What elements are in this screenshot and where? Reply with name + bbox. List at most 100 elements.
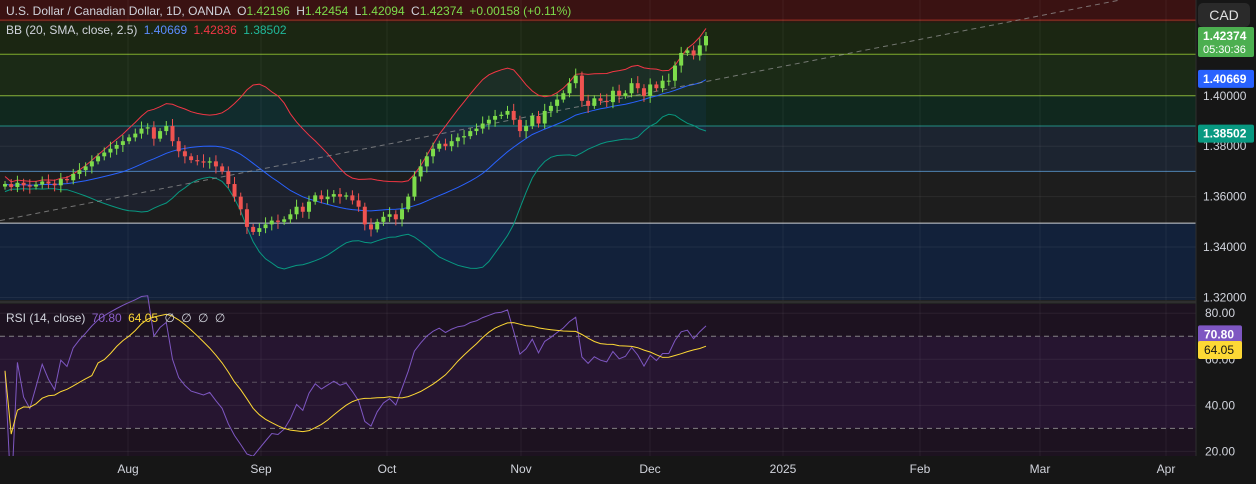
candle-body [356,200,361,207]
candle-body [542,110,547,124]
rsi-line [4,295,707,484]
candle-body [244,209,249,227]
candle-body [400,209,405,220]
candle-body [207,161,212,163]
candle-body [517,119,522,132]
bb-upper-value: 1.42836 [193,23,237,37]
candle-body [108,148,113,153]
candle-body [437,143,442,149]
candle-body [319,195,324,200]
change-value: +0.00158 (+0.11%) [469,4,572,18]
time-axis-label: Nov [510,462,531,476]
low-label: L [354,4,362,18]
candle-body [226,171,231,185]
candle-body [679,52,684,66]
candle-body [536,115,541,124]
bb-upper-line [4,28,707,183]
time-axis-label: Apr [1157,462,1176,476]
candle-body [654,84,659,89]
bb-label: BB (20, SMA, close, 2.5) [6,23,138,37]
candle-body [176,141,181,152]
bar-countdown-label: 05:30:36 [1203,44,1246,56]
rsi-band-fill [0,336,1196,429]
rsi-zero-1: ∅ [164,311,175,325]
open-value: 1.42196 [246,4,290,18]
candle-body [586,100,591,106]
candle-body [505,110,510,115]
candle-body [375,221,380,230]
bb-basis-tag [1198,69,1254,88]
symbol-title: U.S. Dollar / Canadian Dollar, 1D, OANDA [6,4,231,18]
candle-body [511,110,516,120]
time-axis-label: Oct [378,462,397,476]
bb-basis-axis-label: 1.40669 [1203,72,1247,86]
candle-body [598,98,603,101]
rsi-tick-label: 20.00 [1205,444,1235,458]
candle-body [145,127,150,129]
candle-body [499,114,504,116]
candle-body [337,194,342,197]
candle-body [306,201,311,212]
price-tick-label: 1.34000 [1203,240,1247,254]
rsi-ma-value: 64.05 [128,311,159,325]
candles [3,32,708,237]
bb-lower-value: 1.38502 [243,23,287,37]
candle-body [114,144,119,149]
bb-lower-tag [1198,124,1254,143]
candle-body [648,84,653,96]
candle-body [27,185,32,187]
price-tick-label: 1.32000 [1203,290,1247,304]
candle-body [704,36,708,46]
candle-body [325,196,330,200]
time-axis-label: Dec [639,462,660,476]
price-zone-band [0,20,1196,23]
candle-body [263,224,268,229]
candle-body [15,182,20,188]
candle-body [331,194,336,197]
price-zone-band [0,171,1196,224]
price-zone-band [0,126,1196,172]
bb-lower-axis-label: 1.38502 [1203,127,1247,141]
candle-body [623,93,628,96]
candle-body [468,131,473,137]
candle-body [685,50,690,53]
candle-body [455,137,460,142]
price-zone-band [0,223,1196,300]
candle-body [660,80,665,89]
candle-body [666,80,671,82]
candle-body [275,220,280,222]
high-value: 1.42454 [304,4,349,18]
rsi-ma-axis-label: 64.05 [1204,343,1234,357]
candle-body [288,214,293,220]
candle-body [313,195,318,202]
candle-body [691,50,696,56]
candle-body [282,219,287,222]
candle-body [77,170,82,174]
price-zone-band [0,22,1196,55]
rsi-ma-tag [1198,340,1242,359]
candle-body [170,126,175,142]
candle-body [220,166,225,172]
candle-body [257,228,262,232]
candle-body [189,156,194,161]
candle-body [369,224,374,230]
candle-body [362,206,367,225]
candle-body [344,195,349,197]
candle-body [555,99,560,106]
candle-body [65,178,70,181]
candle-body [164,126,169,132]
candle-body [34,184,39,187]
candle-body [46,181,51,184]
rsi-legend[interactable]: RSI (14, close) 70.80 64.05 ∅ ∅ ∅ ∅ [6,311,228,325]
candle-body [486,119,491,124]
candle-body [604,100,609,103]
candle-body [89,161,94,167]
currency-button[interactable]: CAD [1198,3,1250,27]
price-tick-label: 1.38000 [1203,139,1247,153]
price-tick-label: 1.40000 [1203,89,1247,103]
candle-body [3,184,7,187]
rsi-zero-2: ∅ [181,311,192,325]
bb-lower-line [4,113,707,270]
bb-legend[interactable]: BB (20, SMA, close, 2.5) 1.40669 1.42836… [6,23,290,37]
